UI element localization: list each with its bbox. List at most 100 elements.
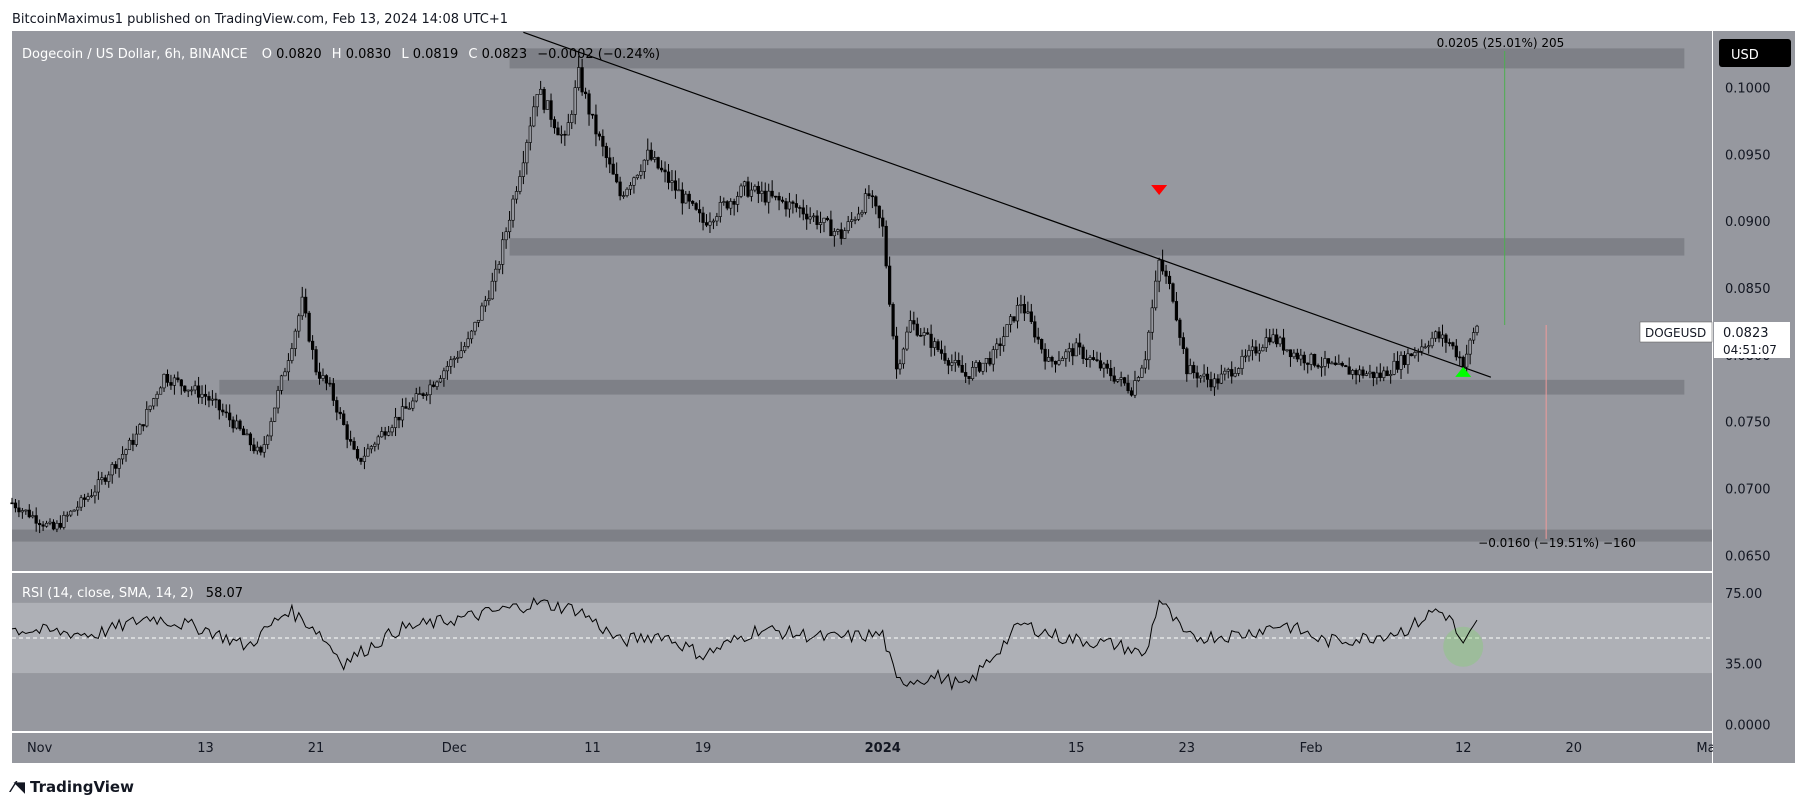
signal-markers — [1151, 185, 1472, 377]
candle — [103, 474, 107, 485]
high-label: H — [332, 47, 342, 62]
candle — [767, 183, 771, 214]
candle — [850, 212, 854, 228]
candle — [20, 507, 24, 519]
candle — [556, 121, 560, 136]
candle — [1143, 351, 1147, 374]
candle — [1319, 356, 1324, 377]
candle — [988, 351, 992, 367]
candle — [141, 424, 145, 432]
candle — [653, 151, 657, 163]
candle — [1354, 368, 1358, 385]
candle — [912, 311, 916, 331]
candle — [304, 288, 308, 318]
price-label-symbol: DOGEUSD — [1645, 326, 1706, 340]
candle — [200, 385, 204, 404]
candle — [1216, 374, 1220, 390]
candle — [190, 386, 194, 396]
candle — [165, 369, 170, 387]
candle — [1008, 313, 1013, 333]
y-tick-label: 0.0650 — [1725, 549, 1771, 564]
main-price-pane[interactable] — [12, 31, 1712, 571]
candle — [1333, 356, 1337, 366]
candle — [342, 410, 346, 426]
candle — [1406, 348, 1410, 374]
candle — [1285, 349, 1289, 353]
candle — [908, 310, 912, 333]
candle — [435, 380, 439, 390]
x-tick-label: 12 — [1455, 741, 1472, 756]
candle — [362, 447, 367, 470]
candle — [967, 376, 971, 385]
candle — [1053, 360, 1058, 373]
candle — [691, 200, 695, 206]
candle — [438, 375, 443, 384]
candle — [338, 407, 342, 419]
candle — [1413, 347, 1417, 359]
candle — [791, 200, 795, 214]
candle — [836, 228, 840, 236]
candle — [155, 391, 159, 407]
candle — [228, 404, 232, 427]
candle — [867, 185, 871, 199]
tradingview-footer[interactable]: ⁄◥ TradingView — [12, 778, 134, 796]
candle — [753, 184, 757, 193]
candle — [794, 194, 798, 213]
rsi-value: 58.07 — [206, 586, 243, 601]
candle — [269, 417, 273, 441]
y-tick-label: 0.0700 — [1725, 482, 1771, 497]
candle — [407, 402, 411, 410]
candle — [1468, 337, 1472, 365]
candle — [1392, 353, 1396, 376]
candle — [894, 326, 899, 379]
candle — [1157, 257, 1161, 293]
candle — [1454, 339, 1458, 361]
time-axis[interactable] — [12, 733, 1712, 763]
candle — [1402, 351, 1407, 368]
rsi-layer — [11, 597, 1712, 691]
candle — [898, 359, 902, 375]
candle — [179, 379, 183, 395]
candle — [1129, 387, 1134, 397]
candle — [196, 376, 201, 404]
candle — [1164, 264, 1168, 284]
symbol-title: Dogecoin / US Dollar, 6h, BINANCE — [22, 47, 248, 62]
candle — [856, 206, 861, 221]
candle — [1126, 374, 1130, 394]
zone-2 — [219, 379, 1685, 395]
candle — [1033, 315, 1037, 343]
candle — [732, 198, 736, 216]
candle — [1174, 292, 1179, 322]
trendline-layer — [523, 31, 1492, 378]
rsi-line — [11, 597, 1478, 691]
currency-button[interactable]: USD — [1719, 39, 1791, 67]
candle — [953, 351, 957, 372]
y-tick-label: 0.0900 — [1725, 215, 1771, 230]
candle — [234, 414, 239, 430]
candle — [901, 347, 906, 369]
candle — [694, 201, 698, 211]
candle — [38, 519, 42, 534]
candle — [34, 507, 38, 532]
candle — [964, 363, 968, 383]
candle — [1005, 324, 1009, 338]
candle — [957, 352, 961, 368]
candle — [787, 192, 792, 218]
candle — [853, 216, 857, 225]
candle — [711, 218, 716, 230]
candle — [749, 182, 754, 202]
high-value: 0.0830 — [346, 47, 392, 62]
candle — [245, 429, 249, 436]
candle — [521, 150, 525, 185]
price-axis[interactable] — [1713, 31, 1795, 763]
candle — [331, 377, 335, 407]
candle — [825, 216, 830, 222]
candle — [134, 425, 138, 447]
x-tick-label: 20 — [1566, 741, 1583, 756]
candle — [863, 188, 868, 215]
candle — [1036, 327, 1040, 345]
candle — [307, 310, 311, 343]
candle — [642, 159, 646, 179]
x-tick-label: 23 — [1179, 741, 1196, 756]
